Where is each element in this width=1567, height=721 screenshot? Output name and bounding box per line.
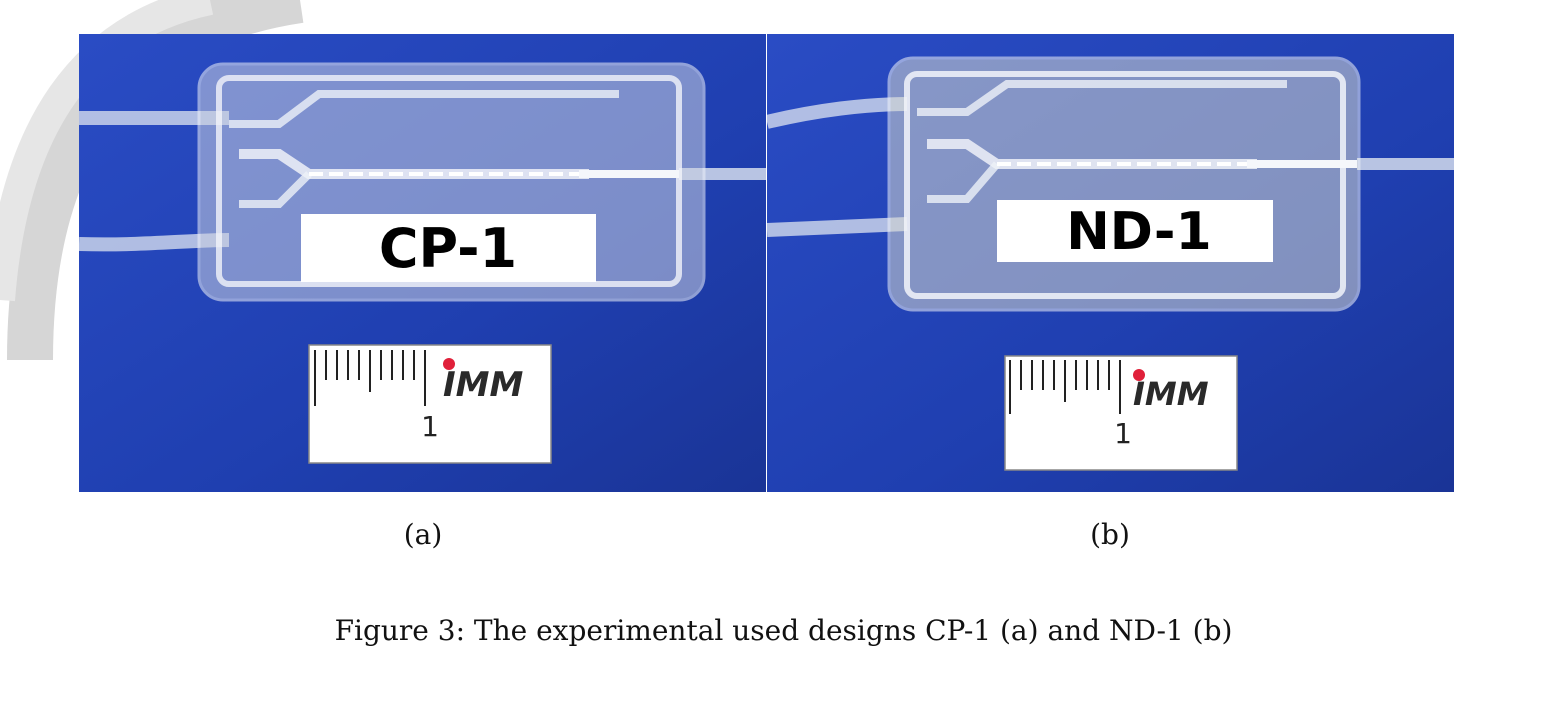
subcaption-b: (b) <box>1090 518 1130 551</box>
subcaption-a: (a) <box>403 518 443 551</box>
figure-panel-b-photo: ND-1 1 IMM <box>767 34 1454 492</box>
device-label: CP-1 <box>379 217 517 280</box>
scale-logo: IMM <box>1133 375 1209 413</box>
device-label: ND-1 <box>1066 202 1211 262</box>
figure-caption: Figure 3: The experimental used designs … <box>334 614 1233 647</box>
scale-number: 1 <box>421 410 439 443</box>
figure-panel-a-photo: CP-1 1 IMM <box>79 34 766 492</box>
tube <box>767 217 908 237</box>
scale-logo: IMM <box>443 365 523 405</box>
chip-body <box>887 56 1361 312</box>
scale-number: 1 <box>1114 417 1132 450</box>
